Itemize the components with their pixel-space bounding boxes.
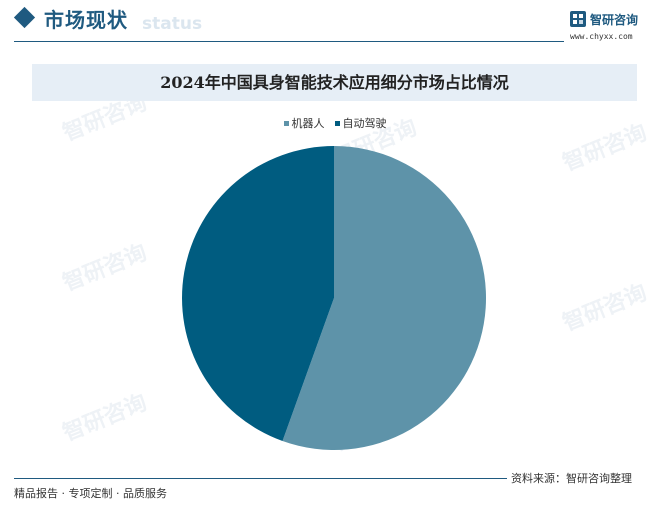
legend-swatch bbox=[334, 120, 340, 126]
pie-slice-autonomous-driving[interactable] bbox=[182, 146, 334, 442]
brand-url: www.chyxx.com bbox=[570, 32, 633, 41]
source-note: 资料来源：智研咨询整理 bbox=[511, 472, 632, 485]
brand: 智研咨询 www.chyxx.com bbox=[568, 8, 663, 42]
footer-slogan: 精品报告 · 专项定制 · 品质服务 bbox=[14, 487, 167, 500]
page-header: 市场现状 status 智研咨询 www.chyxx.com bbox=[0, 0, 670, 44]
pie-slice-robot[interactable] bbox=[282, 146, 487, 450]
section-title: 市场现状 bbox=[44, 8, 128, 32]
chart-title: 2024年中国具身智能技术应用细分市场占比情况 bbox=[160, 73, 509, 92]
legend-swatch bbox=[283, 120, 289, 126]
legend-label: 自动驾驶 bbox=[342, 117, 387, 130]
legend-label: 机器人 bbox=[291, 117, 325, 130]
footer-divider bbox=[14, 478, 507, 479]
legend-item-autonomous-driving[interactable]: 自动驾驶 bbox=[334, 115, 387, 131]
section-ghost-text: status bbox=[142, 14, 203, 34]
legend-item-robot[interactable]: 机器人 bbox=[283, 115, 325, 131]
chart-title-banner: 2024年中国具身智能技术应用细分市场占比情况 bbox=[32, 64, 637, 101]
header-divider bbox=[14, 41, 564, 42]
brand-logo-icon bbox=[570, 11, 586, 27]
chart-legend: 机器人 自动驾驶 bbox=[0, 114, 670, 132]
brand-name: 智研咨询 bbox=[590, 13, 639, 27]
